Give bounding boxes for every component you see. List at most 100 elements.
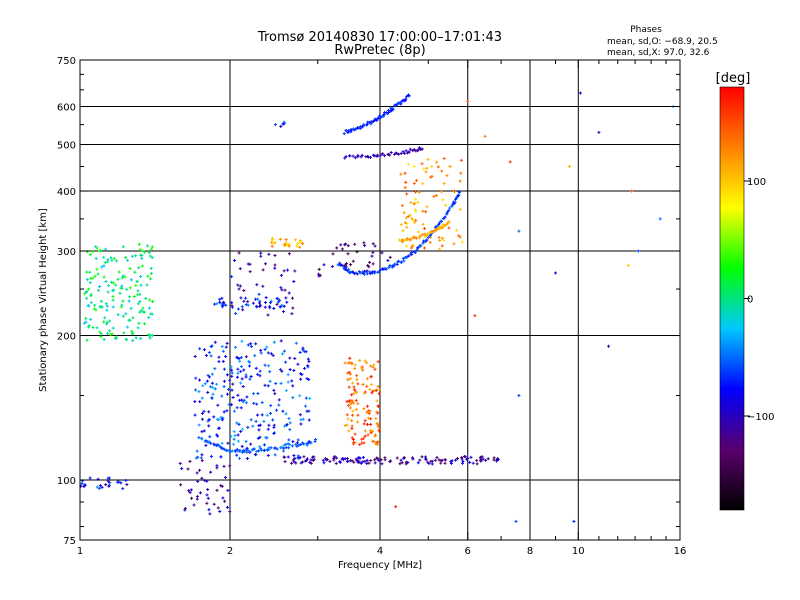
data-point <box>274 241 276 245</box>
data-point <box>92 276 94 280</box>
data-point <box>422 209 424 213</box>
data-point <box>463 454 465 458</box>
data-point <box>109 481 111 485</box>
data-point <box>292 440 294 444</box>
data-point <box>358 456 360 460</box>
data-point <box>631 189 633 193</box>
data-point <box>193 503 195 507</box>
data-point <box>307 364 309 368</box>
data-point <box>359 126 361 130</box>
data-point <box>285 241 287 245</box>
data-point <box>281 352 283 356</box>
data-point <box>364 359 366 363</box>
data-point <box>422 241 424 245</box>
data-point <box>220 415 222 419</box>
data-point <box>110 280 112 284</box>
data-point <box>107 260 109 264</box>
data-point <box>203 429 205 433</box>
data-point <box>94 303 96 307</box>
data-point <box>226 392 228 396</box>
data-point <box>105 302 107 306</box>
data-point <box>127 258 129 262</box>
data-point <box>138 266 140 270</box>
data-point <box>239 359 241 363</box>
data-point <box>306 457 308 461</box>
data-point <box>223 464 225 468</box>
data-point <box>376 440 378 444</box>
data-point <box>206 479 208 483</box>
data-point <box>456 195 458 199</box>
data-point <box>89 476 91 480</box>
data-point <box>208 351 210 355</box>
chart-title: Tromsø 20140830 17:00:00–17:01:43 <box>257 30 502 45</box>
data-point <box>267 313 269 317</box>
data-point <box>305 396 307 400</box>
data-point <box>387 112 389 116</box>
data-point <box>347 377 349 381</box>
data-point <box>282 409 284 413</box>
data-point <box>396 260 398 264</box>
data-point <box>366 404 368 408</box>
data-point <box>240 381 242 385</box>
data-point <box>243 448 245 452</box>
data-point <box>89 253 91 257</box>
data-point <box>437 165 439 169</box>
data-point <box>277 300 279 304</box>
data-point <box>410 200 412 204</box>
data-point <box>418 230 420 234</box>
data-point <box>365 155 367 159</box>
data-point <box>401 240 403 244</box>
x-tick-label: 8 <box>527 546 533 557</box>
data-point <box>372 242 374 246</box>
data-point <box>310 441 312 445</box>
y-tick-label: 75 <box>63 536 76 547</box>
data-point <box>363 241 365 245</box>
data-point <box>228 387 230 391</box>
data-point <box>107 476 109 480</box>
data-point <box>201 411 203 415</box>
data-point <box>268 446 270 450</box>
phases-line-o: mean, sd,O: −68.9, 20.5 <box>607 37 718 47</box>
data-point <box>364 419 366 423</box>
data-point <box>228 402 230 406</box>
data-point <box>430 175 432 179</box>
data-point <box>455 197 457 201</box>
data-point <box>426 166 428 170</box>
data-point <box>433 229 435 233</box>
data-point <box>429 235 431 239</box>
data-point <box>96 485 98 489</box>
data-point <box>225 303 227 307</box>
data-point <box>368 411 370 415</box>
data-point <box>405 97 407 101</box>
data-point <box>208 440 210 444</box>
data-point <box>400 101 402 105</box>
data-point <box>443 216 445 220</box>
data-point <box>260 254 262 258</box>
data-point <box>439 224 441 228</box>
data-point <box>85 290 87 294</box>
data-point <box>370 459 372 463</box>
data-point <box>274 453 276 457</box>
data-point <box>149 254 151 258</box>
data-point <box>487 457 489 461</box>
data-point <box>257 436 259 440</box>
data-point <box>388 111 390 115</box>
data-point <box>481 455 483 459</box>
data-point <box>404 151 406 155</box>
data-point <box>264 383 266 387</box>
data-point <box>405 216 407 220</box>
data-point <box>243 299 245 303</box>
data-point <box>208 418 210 422</box>
data-point <box>263 443 265 447</box>
data-point <box>206 493 208 497</box>
data-point <box>451 459 453 463</box>
data-point <box>378 388 380 392</box>
data-point <box>213 443 215 447</box>
data-point <box>258 301 260 305</box>
data-point <box>366 462 368 466</box>
data-point <box>275 381 277 385</box>
data-point <box>377 153 379 157</box>
data-point <box>288 417 290 421</box>
data-point <box>428 462 430 466</box>
data-point <box>181 467 183 471</box>
